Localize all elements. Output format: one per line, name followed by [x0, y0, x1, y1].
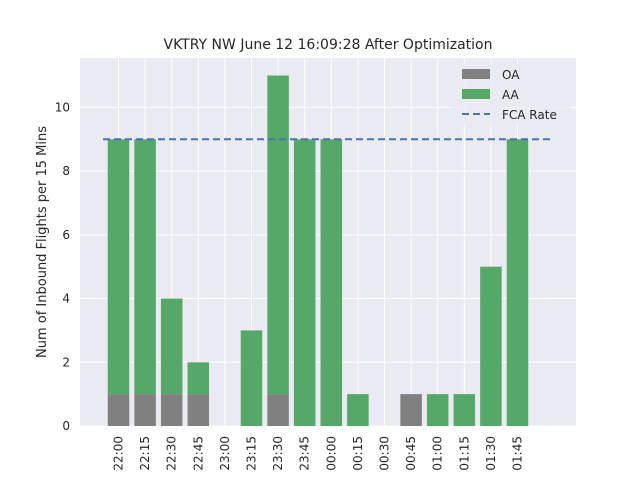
bar-aa: [160, 298, 183, 395]
x-tick-label: 22:45: [191, 436, 205, 471]
bar-oa: [160, 394, 183, 426]
bar-aa: [347, 394, 369, 426]
legend-swatch-aa: [462, 89, 490, 99]
bar-aa: [134, 139, 156, 395]
x-tick-label: 01:45: [511, 436, 525, 471]
x-tick-label: 01:30: [484, 436, 498, 471]
x-axis-ticks: 22:00 22:15 22:30 22:45 23:00 23:15 23:30 23:45…: [112, 436, 525, 471]
x-tick-label: 23:00: [218, 436, 232, 471]
y-tick-label: 2: [62, 355, 70, 369]
x-tick-label: 23:45: [298, 436, 312, 471]
x-tick-label: 22:15: [138, 436, 152, 471]
bar-aa: [480, 266, 502, 426]
legend: OA AA FCA Rate: [452, 64, 570, 126]
y-tick-label: 0: [62, 419, 70, 433]
legend-label-fca-rate: FCA Rate: [502, 108, 557, 122]
y-tick-label: 6: [62, 228, 70, 242]
x-tick-label: 00:00: [324, 436, 338, 471]
bar-oa: [187, 394, 210, 426]
y-axis-label: Num of Inbound Flights per 15 Mins: [35, 126, 50, 358]
y-tick-label: 10: [55, 100, 70, 114]
x-tick-label: 22:30: [165, 436, 179, 471]
bar-aa: [240, 330, 263, 426]
y-tick-label: 4: [62, 292, 70, 306]
legend-swatch-oa: [462, 69, 490, 79]
x-tick-label: 01:15: [457, 436, 471, 471]
bar-aa: [453, 394, 476, 426]
bar-aa: [320, 139, 343, 426]
bar-aa: [267, 75, 289, 395]
legend-label-oa: OA: [502, 68, 520, 82]
x-tick-label: 23:15: [245, 436, 259, 471]
bar-aa: [107, 139, 130, 395]
x-tick-label: 00:15: [351, 436, 365, 471]
y-axis-ticks: 0 2 4 6 8 10: [55, 100, 70, 433]
x-tick-label: 01:00: [431, 436, 445, 471]
y-tick-label: 8: [62, 164, 70, 178]
x-tick-label: 00:45: [404, 436, 418, 471]
bar-oa: [107, 394, 130, 426]
bar-oa: [400, 394, 422, 426]
legend-label-aa: AA: [502, 88, 520, 102]
bar-aa: [426, 394, 449, 426]
chart-title: VKTRY NW June 12 16:09:28 After Optimiza…: [164, 37, 493, 53]
bars: [107, 75, 529, 426]
bar-oa: [267, 394, 289, 426]
bar-oa: [134, 394, 156, 426]
x-tick-label: 22:00: [112, 436, 126, 471]
bar-aa: [506, 139, 529, 426]
bar-aa: [293, 139, 316, 426]
bar-aa: [187, 362, 210, 395]
x-tick-label: 00:30: [378, 436, 392, 471]
x-tick-label: 23:30: [271, 436, 285, 471]
